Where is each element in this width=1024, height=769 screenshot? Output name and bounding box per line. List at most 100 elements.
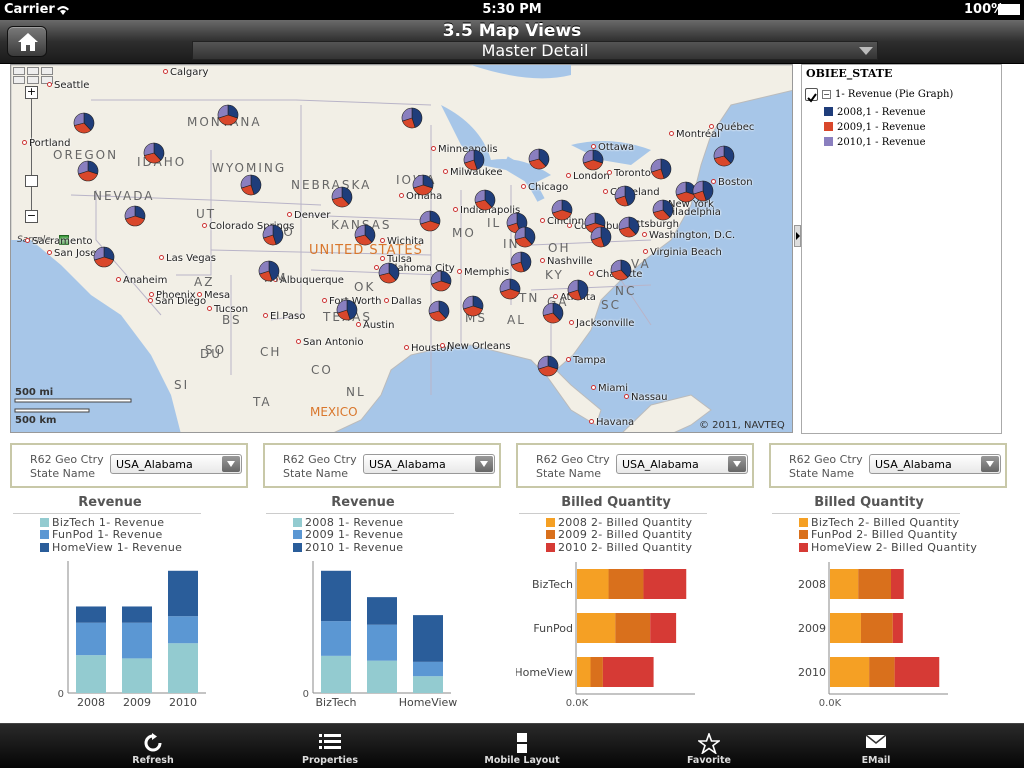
email-button[interactable]: EMail <box>826 724 926 769</box>
map-pie-marker[interactable] <box>474 189 496 211</box>
pan-up-icon[interactable] <box>27 67 39 75</box>
state-select[interactable]: USA_Alabama <box>869 454 1001 474</box>
layer-checkbox[interactable] <box>805 88 818 103</box>
map-pie-marker[interactable] <box>93 246 115 268</box>
state-label: DU <box>200 347 223 361</box>
map-pie-marker[interactable] <box>378 262 400 284</box>
map-pie-marker[interactable] <box>463 149 485 171</box>
map-pie-marker[interactable] <box>514 226 536 248</box>
mobile-layout-button[interactable]: Mobile Layout <box>472 724 572 769</box>
city-label: New Orleans <box>440 341 511 352</box>
legend-collapse-button[interactable] <box>794 225 801 247</box>
pan-down-icon[interactable] <box>27 76 39 84</box>
pie-slice <box>610 259 622 273</box>
map-pie-marker[interactable] <box>217 104 239 126</box>
properties-button[interactable]: Properties <box>280 724 380 769</box>
legend-item-label: 2009,1 - Revenue <box>837 122 926 133</box>
map-pie-marker[interactable] <box>652 199 674 221</box>
state-label: NEVADA <box>93 189 155 203</box>
state-select[interactable]: USA_Alabama <box>616 454 748 474</box>
pan-down-icon[interactable] <box>13 76 25 84</box>
map-pie-marker[interactable] <box>401 107 423 129</box>
pie-slice <box>713 145 725 159</box>
state-select[interactable]: USA_Alabama <box>363 454 495 474</box>
bar-segment <box>615 613 651 643</box>
zoom-out-icon[interactable]: − <box>25 209 38 223</box>
view-select[interactable]: Master Detail <box>192 41 878 60</box>
map-pie-marker[interactable] <box>582 149 604 171</box>
pan-up-icon[interactable] <box>41 67 53 75</box>
zoom-in-icon[interactable]: + <box>25 85 38 99</box>
collapse-icon[interactable]: − <box>822 90 831 99</box>
map-pie-marker[interactable] <box>124 205 146 227</box>
category-label: 2010 <box>169 696 197 708</box>
tick-label: 0 <box>58 689 64 700</box>
state-label: SO <box>205 343 227 357</box>
map-pie-marker[interactable] <box>77 160 99 182</box>
map-pie-marker[interactable] <box>567 279 589 301</box>
pie-slice <box>240 174 252 189</box>
map-view[interactable]: + − 500 mi 500 km © 2011, NAVTEQ UNITED … <box>10 64 793 433</box>
chart-legend-label: 2010 1- Revenue <box>305 540 404 554</box>
map-pie-marker[interactable] <box>262 224 284 246</box>
chart-legend-label: 2009 2- Billed Quantity <box>558 528 693 542</box>
chart-legend-item: 2010 1- Revenue <box>293 540 404 554</box>
map-pie-marker[interactable] <box>650 158 672 180</box>
map-pie-marker[interactable] <box>499 278 521 300</box>
pie-slice <box>431 280 451 292</box>
map-pie-marker[interactable] <box>590 226 612 248</box>
pie-slice <box>473 149 485 170</box>
map-pie-marker[interactable] <box>143 142 165 164</box>
map-pie-marker[interactable] <box>510 251 532 273</box>
home-button[interactable] <box>7 26 47 57</box>
map-pie-marker[interactable] <box>614 185 636 207</box>
chart-plot: 2008 2009 2010 0.0K <box>798 562 948 708</box>
pie-slice <box>438 300 450 319</box>
category-label: 2009 <box>123 696 151 708</box>
map-pie-marker[interactable] <box>610 259 632 281</box>
map-pie-marker[interactable] <box>354 224 376 246</box>
map-pie-marker[interactable] <box>73 112 95 134</box>
map-pie-marker[interactable] <box>713 145 735 167</box>
map-pie-marker[interactable] <box>537 355 559 377</box>
chart-plot: 2008 2009 2010 0 <box>58 561 206 708</box>
state-select[interactable]: USA_Alabama <box>110 454 242 474</box>
bar-segment <box>869 657 895 687</box>
legend-swatch <box>799 542 808 552</box>
filter-label: R62 Geo Ctry State Name <box>30 453 104 480</box>
chart-legend-label: FunPod 2- Billed Quantity <box>811 528 958 542</box>
map-pie-marker[interactable] <box>258 260 280 282</box>
zoom-slider-handle[interactable] <box>25 175 38 187</box>
map-pie-marker[interactable] <box>528 148 550 170</box>
bar-segment <box>891 569 904 599</box>
pan-up-icon[interactable] <box>13 67 25 75</box>
map-pie-marker[interactable] <box>336 299 358 321</box>
map-pie-marker[interactable] <box>542 302 564 324</box>
zoom-track <box>31 91 32 217</box>
map-pie-marker[interactable] <box>428 300 450 322</box>
city-label: Tampa <box>566 355 606 366</box>
state-label: AL <box>507 313 526 327</box>
category-label: HomeView <box>399 696 458 708</box>
pan-control[interactable] <box>11 65 53 85</box>
map-pie-marker[interactable] <box>430 270 452 292</box>
clock: 5:30 PM <box>482 2 542 17</box>
map-pie-marker[interactable] <box>412 174 434 196</box>
map-pie-marker[interactable] <box>692 180 714 202</box>
battery-percent: 100% <box>964 2 1005 17</box>
pie-slice <box>499 278 511 293</box>
refresh-button[interactable]: Refresh <box>103 724 203 769</box>
map-pie-marker[interactable] <box>618 216 640 238</box>
map-pie-marker[interactable] <box>240 174 262 196</box>
map-pie-marker[interactable] <box>462 295 484 317</box>
map-pie-marker[interactable] <box>331 186 353 208</box>
sample-marker[interactable] <box>59 235 69 245</box>
tick-label: 0 <box>303 689 309 700</box>
pie-slice <box>420 220 440 232</box>
map-pie-marker[interactable] <box>419 210 441 232</box>
favorite-button[interactable]: Favorite <box>659 724 759 769</box>
city-label: Cleveland <box>603 187 660 198</box>
pie-slice <box>336 299 348 314</box>
category-label: FunPod <box>533 622 573 635</box>
map-pie-marker[interactable] <box>551 199 573 221</box>
